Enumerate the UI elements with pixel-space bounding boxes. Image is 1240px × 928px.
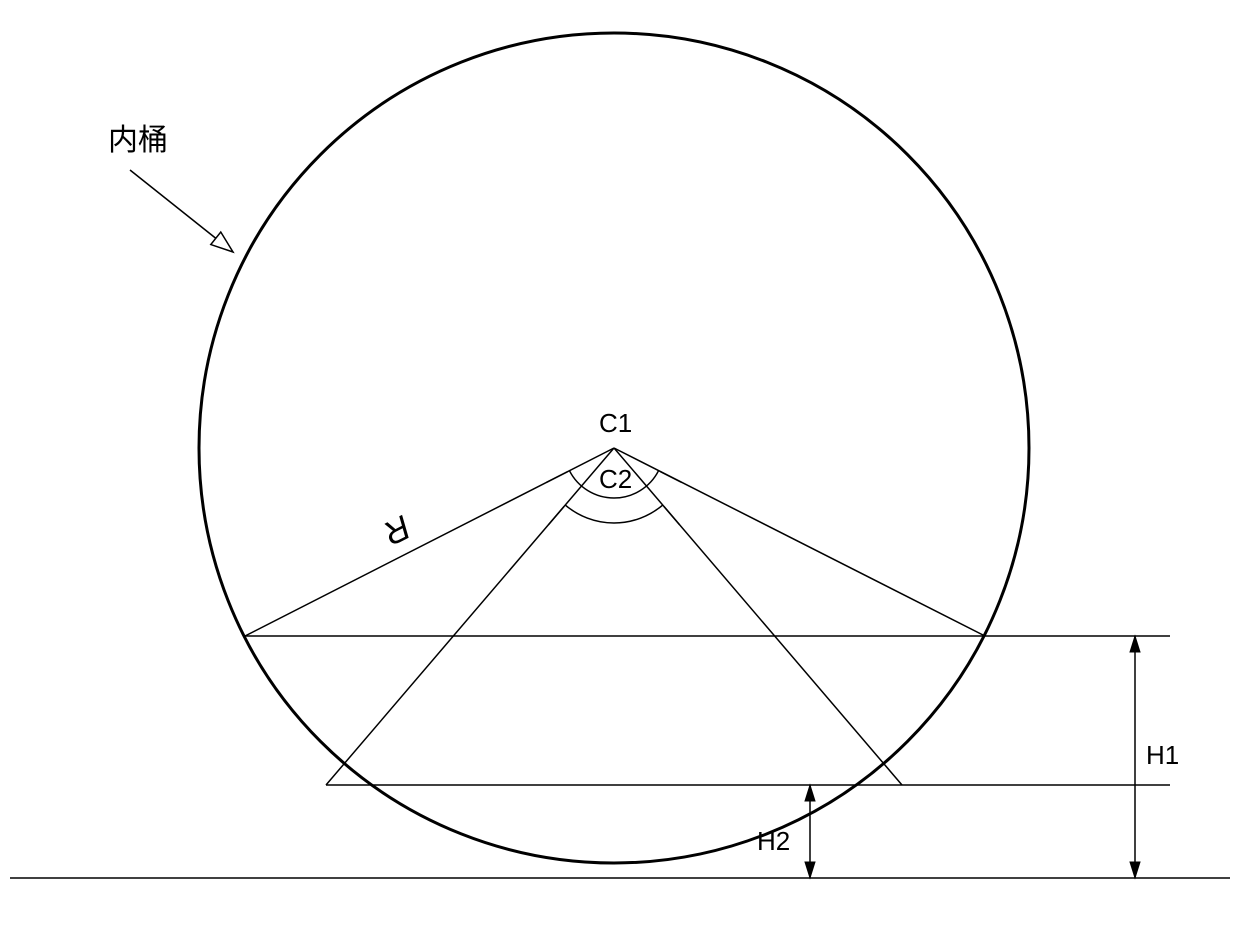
- dim-arrowhead: [805, 862, 815, 878]
- h2-label: H2: [757, 826, 790, 856]
- pointer-arrowhead: [211, 232, 233, 252]
- c1-label: C1: [599, 408, 632, 438]
- c2-label: C2: [599, 464, 632, 494]
- inner-line-right: [614, 448, 902, 785]
- inner-line-left: [326, 448, 614, 785]
- r-label: R: [377, 507, 416, 552]
- pointer-label: 内桶: [108, 124, 168, 157]
- h1-label: H1: [1146, 740, 1179, 770]
- angle-arc-c2: [565, 505, 662, 523]
- dim-arrowhead: [805, 785, 815, 801]
- dim-arrowhead: [1130, 636, 1140, 652]
- dim-arrowhead: [1130, 862, 1140, 878]
